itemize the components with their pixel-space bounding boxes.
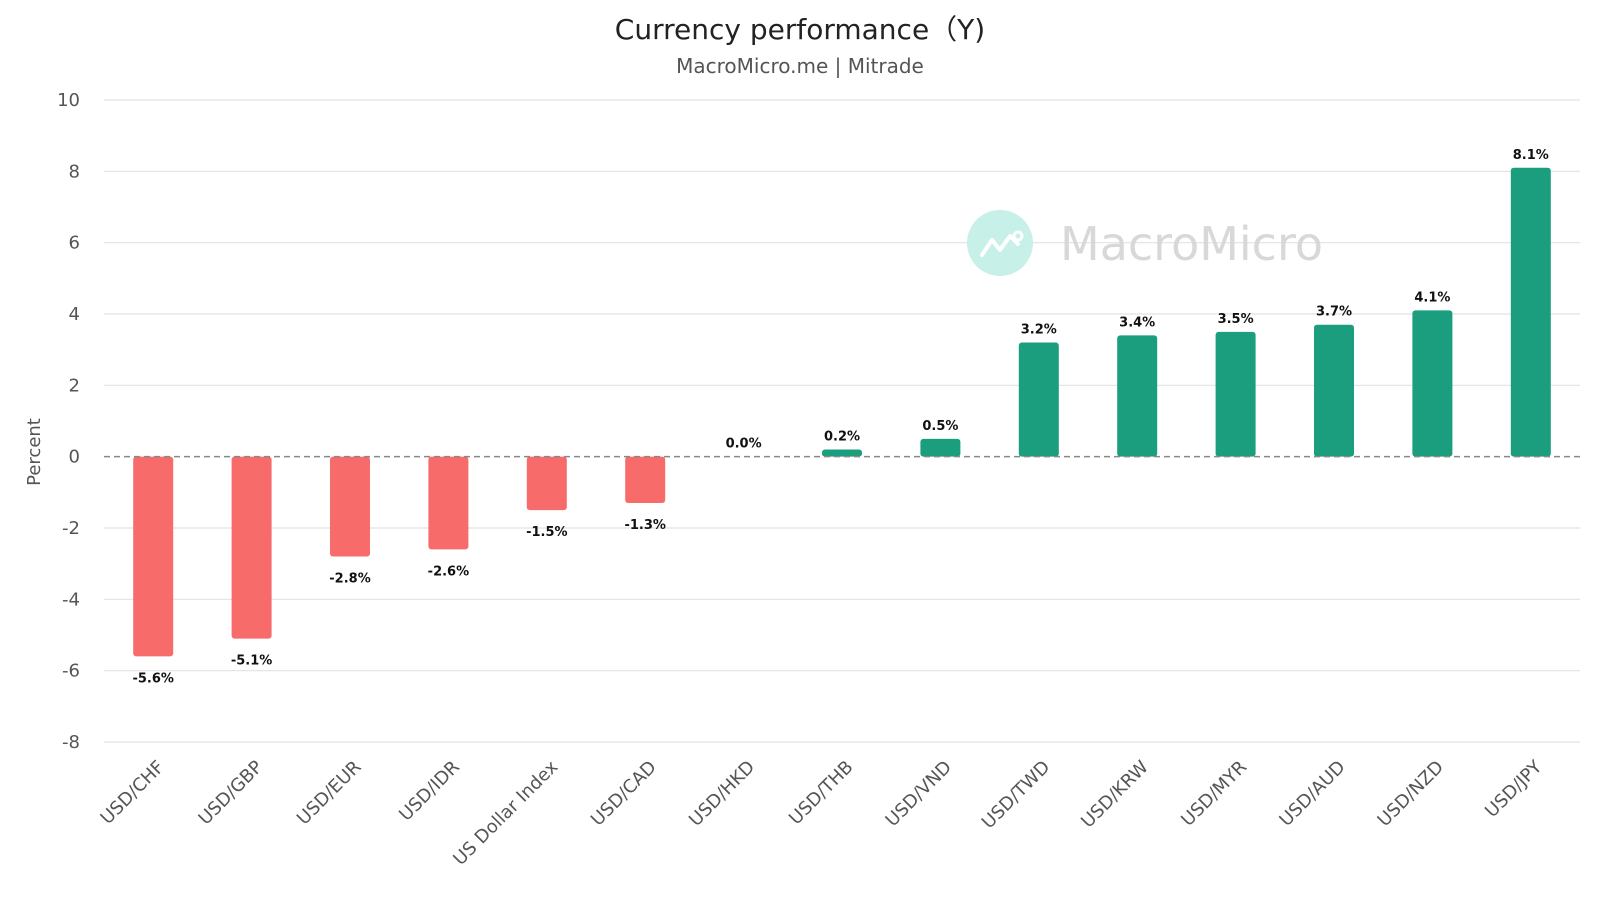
data-label: 0.0% — [726, 437, 762, 452]
chart-title: Currency performance（Y) — [614, 13, 986, 46]
y-axis-ticks: 10 8 6 4 2 0 -2 -4 -6 -8 — [57, 90, 80, 753]
x-tick-label: USD/CHF — [97, 757, 169, 829]
data-label: -1.3% — [624, 518, 665, 533]
x-tick-label: USD/AUD — [1275, 757, 1349, 831]
data-label: 3.4% — [1119, 315, 1155, 330]
bar[interactable] — [1117, 335, 1158, 457]
bar[interactable] — [1412, 310, 1453, 457]
x-tick-label: USD/JPY — [1481, 756, 1547, 822]
y-tick-label: 4 — [69, 304, 80, 325]
data-labels: -5.6% -5.1% -2.8% -2.6% -1.5% -1.3% 0.0% 0.2% 0.… — [132, 148, 1548, 687]
bar[interactable] — [625, 456, 666, 504]
data-label: -5.1% — [231, 654, 272, 669]
bar[interactable] — [526, 456, 567, 511]
bar[interactable] — [330, 456, 370, 557]
chart-trend-icon — [980, 234, 1020, 257]
data-label: 0.2% — [824, 430, 860, 445]
x-tick-label: USD/KRW — [1077, 757, 1153, 833]
y-tick-label: -4 — [62, 589, 80, 610]
data-label: 8.1% — [1513, 148, 1549, 163]
watermark: MacroMicro — [967, 210, 1323, 276]
data-label: 3.7% — [1316, 305, 1352, 320]
y-tick-label: 8 — [69, 161, 80, 182]
x-tick-label: USD/TWD — [978, 757, 1055, 834]
x-tick-label: US Dollar Index — [449, 756, 562, 869]
bar[interactable] — [1510, 167, 1551, 457]
data-label: -2.6% — [428, 564, 469, 579]
y-tick-label: 6 — [69, 233, 80, 254]
x-tick-label: USD/MYR — [1177, 757, 1251, 831]
y-axis-label: Percent — [24, 418, 45, 486]
x-tick-label: USD/NZD — [1374, 757, 1448, 831]
x-tick-label: USD/GBP — [195, 757, 268, 830]
x-tick-label: USD/VND — [882, 757, 956, 831]
bars — [133, 167, 1551, 657]
bar[interactable] — [1018, 342, 1059, 457]
x-tick-label: USD/IDR — [395, 757, 464, 826]
bar[interactable] — [1215, 331, 1256, 457]
data-label: -1.5% — [526, 525, 567, 540]
y-tick-label: 2 — [69, 375, 80, 396]
bar[interactable] — [428, 456, 469, 550]
x-tick-label: USD/HKD — [685, 757, 759, 831]
watermark-circle — [967, 210, 1033, 276]
data-label: 0.5% — [922, 419, 958, 434]
data-label: 3.2% — [1021, 323, 1057, 338]
bar[interactable] — [822, 449, 862, 457]
chart-subtitle: MacroMicro.me | Mitrade — [676, 54, 924, 78]
bar[interactable] — [1314, 324, 1354, 457]
x-tick-label: USD/CAD — [587, 757, 661, 831]
y-tick-label: 0 — [69, 447, 80, 468]
y-tick-label: 10 — [57, 90, 80, 111]
bar[interactable] — [231, 456, 272, 639]
bar[interactable] — [133, 456, 174, 657]
x-tick-label: USD/EUR — [293, 757, 366, 830]
data-label: -2.8% — [329, 572, 370, 587]
y-tick-label: -2 — [62, 518, 80, 539]
grid-lines — [104, 99, 1580, 743]
data-label: 4.1% — [1414, 290, 1450, 305]
y-tick-label: -8 — [62, 732, 80, 753]
trend-dot-icon — [1012, 230, 1024, 242]
data-label: 3.5% — [1218, 312, 1254, 327]
y-tick-label: -6 — [62, 661, 80, 682]
data-label: -5.6% — [132, 671, 173, 686]
bar[interactable] — [920, 438, 961, 457]
x-tick-label: USD/THB — [785, 757, 857, 829]
watermark-text: MacroMicro — [1060, 217, 1323, 271]
